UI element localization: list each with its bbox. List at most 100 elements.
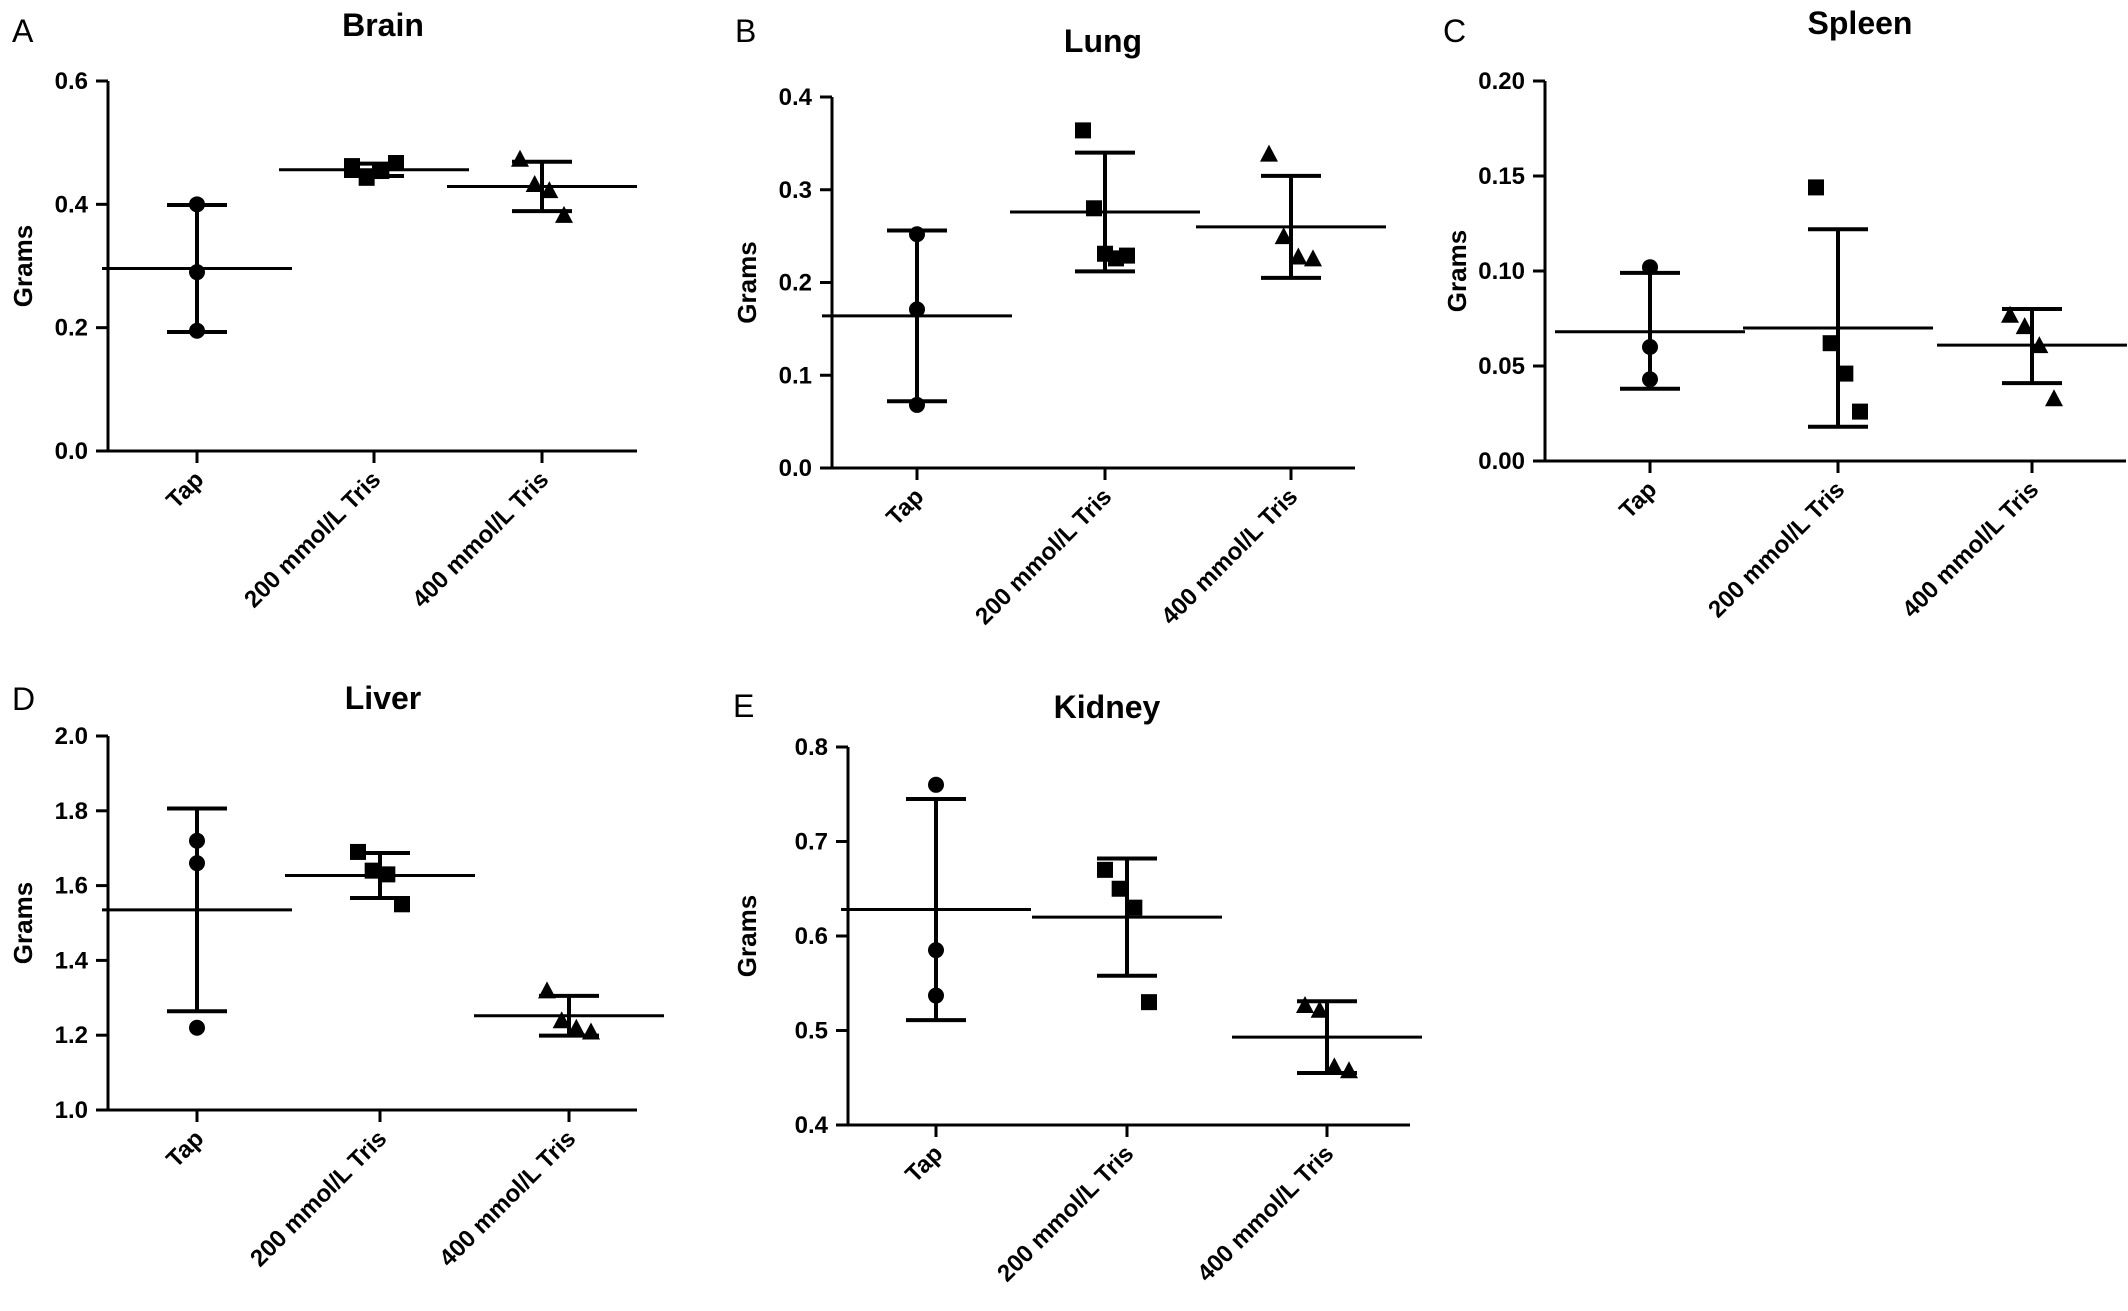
data-point-circle bbox=[1642, 259, 1658, 276]
panel-title: Spleen bbox=[1808, 5, 1913, 41]
y-tick-label: 0.4 bbox=[55, 191, 89, 218]
group-400-mmol-l-tris bbox=[447, 149, 637, 223]
group-200-mmol-l-tris bbox=[285, 843, 475, 913]
group-tap bbox=[841, 776, 1031, 1023]
y-tick-label: 1.8 bbox=[55, 798, 88, 825]
y-tick-label: 0.0 bbox=[55, 438, 88, 465]
data-point-square bbox=[1852, 403, 1868, 420]
panel-letter: A bbox=[12, 13, 34, 49]
data-point-triangle bbox=[2001, 305, 2019, 323]
data-point-triangle bbox=[1260, 144, 1278, 162]
data-point-triangle bbox=[1304, 249, 1322, 267]
data-point-circle bbox=[1642, 339, 1658, 355]
panel-title: Liver bbox=[345, 680, 421, 716]
data-point-triangle bbox=[538, 981, 556, 999]
y-tick-label: 1.4 bbox=[55, 947, 89, 974]
data-point-triangle bbox=[540, 181, 559, 199]
data-point-triangle bbox=[567, 1018, 586, 1036]
y-axis-title: Grams bbox=[8, 882, 38, 964]
y-tick-label: 0.3 bbox=[779, 177, 812, 204]
y-tick-label: 0.15 bbox=[1478, 163, 1525, 190]
y-tick-label: 0.8 bbox=[795, 734, 828, 761]
x-tick-label: 400 mmol/L Tris bbox=[1897, 476, 2044, 623]
y-axis-title: Grams bbox=[732, 241, 762, 323]
data-point-square bbox=[358, 169, 375, 186]
y-tick-label: 1.0 bbox=[55, 1097, 88, 1124]
data-point-triangle bbox=[525, 174, 544, 192]
y-tick-label: 0.6 bbox=[55, 68, 88, 95]
x-tick-label: 200 mmol/L Tris bbox=[245, 1125, 392, 1272]
group-400-mmol-l-tris bbox=[1196, 144, 1386, 280]
panel-letter: B bbox=[735, 13, 756, 49]
panel-a-brain: A Brain 0.0 0.2 0.4 0.6 Grams Tap 200 mmol/L Tri… bbox=[8, 7, 637, 613]
data-point-square bbox=[1119, 247, 1135, 264]
data-point-circle bbox=[189, 264, 205, 281]
x-tick-label: Tap bbox=[161, 1125, 209, 1173]
data-point-circle bbox=[189, 196, 205, 213]
data-point-square bbox=[379, 866, 396, 883]
y-tick-label: 0.05 bbox=[1478, 353, 1525, 380]
x-tick-label: 200 mmol/L Tris bbox=[970, 483, 1117, 630]
panel-d-liver: D Liver 1.0 1.2 1.4 1.6 1.8 2.0 Grams Tap 200 mmol… bbox=[8, 680, 664, 1272]
x-tick-label: 200 mmol/L Tris bbox=[992, 1140, 1139, 1287]
group-400-mmol-l-tris bbox=[1937, 305, 2127, 407]
data-point-circle bbox=[1642, 371, 1658, 388]
y-tick-label: 0.2 bbox=[55, 315, 88, 342]
data-point-circle bbox=[909, 301, 925, 318]
panel-c-spleen: C Spleen 0.00 0.05 0.10 0.15 0.20 Grams Tap 200 m… bbox=[1442, 5, 2127, 623]
panel-title: Kidney bbox=[1054, 689, 1161, 725]
data-point-triangle bbox=[1289, 247, 1308, 265]
y-axis-title: Grams bbox=[8, 225, 38, 307]
y-tick-label: 0.1 bbox=[779, 362, 812, 389]
y-tick-label: 0.4 bbox=[795, 1112, 829, 1139]
y-tick-label: 1.2 bbox=[55, 1022, 88, 1049]
y-tick-label: 0.4 bbox=[779, 84, 813, 111]
y-tick-label: 0.7 bbox=[795, 829, 828, 856]
data-point-triangle bbox=[555, 205, 573, 223]
x-tick-label: Tap bbox=[900, 1140, 948, 1188]
data-point-square bbox=[1837, 365, 1854, 382]
x-tick-label: 200 mmol/L Tris bbox=[1703, 476, 1850, 623]
panel-letter: C bbox=[1443, 13, 1466, 49]
x-tick-label: 400 mmol/L Tris bbox=[434, 1125, 581, 1272]
panel-b-lung: B Lung 0.0 0.1 0.2 0.3 0.4 Grams Tap 200 mmol/L T… bbox=[732, 13, 1386, 630]
y-tick-label: 2.0 bbox=[55, 723, 88, 750]
data-point-triangle bbox=[1296, 995, 1314, 1013]
data-point-square bbox=[1111, 880, 1128, 897]
data-point-square bbox=[1097, 861, 1113, 878]
data-point-square bbox=[1086, 200, 1102, 217]
data-point-square bbox=[388, 155, 404, 172]
data-point-square bbox=[1126, 899, 1143, 916]
data-point-square bbox=[373, 163, 390, 180]
data-point-triangle bbox=[1325, 1057, 1344, 1075]
y-tick-label: 0.20 bbox=[1478, 68, 1525, 95]
y-axis-title: Grams bbox=[1442, 230, 1472, 312]
data-point-circle bbox=[909, 226, 925, 243]
data-point-circle bbox=[189, 1019, 205, 1036]
data-point-square bbox=[1141, 994, 1157, 1011]
x-tick-label: Tap bbox=[1614, 476, 1662, 524]
group-200-mmol-l-tris bbox=[1743, 179, 1933, 429]
x-tick-label: 200 mmol/L Tris bbox=[239, 466, 386, 613]
y-tick-label: 1.6 bbox=[55, 873, 88, 900]
y-tick-label: 0.5 bbox=[795, 1018, 828, 1045]
data-point-square bbox=[1808, 179, 1824, 196]
group-200-mmol-l-tris bbox=[279, 155, 469, 186]
data-point-square bbox=[394, 896, 410, 913]
panel-letter: D bbox=[12, 681, 35, 717]
data-point-triangle bbox=[2045, 389, 2063, 407]
y-tick-label: 0.00 bbox=[1478, 448, 1525, 475]
data-point-circle bbox=[189, 832, 205, 849]
group-tap bbox=[822, 226, 1012, 413]
data-point-square bbox=[350, 843, 366, 860]
data-point-triangle bbox=[582, 1022, 600, 1040]
data-point-circle bbox=[928, 942, 944, 959]
data-point-circle bbox=[189, 855, 205, 872]
data-point-square bbox=[1075, 122, 1091, 139]
data-point-square bbox=[364, 862, 381, 879]
x-tick-label: Tap bbox=[161, 466, 209, 514]
y-tick-label: 0.10 bbox=[1478, 258, 1525, 285]
panel-letter: E bbox=[733, 688, 754, 724]
group-tap bbox=[102, 196, 292, 339]
panel-title: Brain bbox=[342, 7, 424, 43]
